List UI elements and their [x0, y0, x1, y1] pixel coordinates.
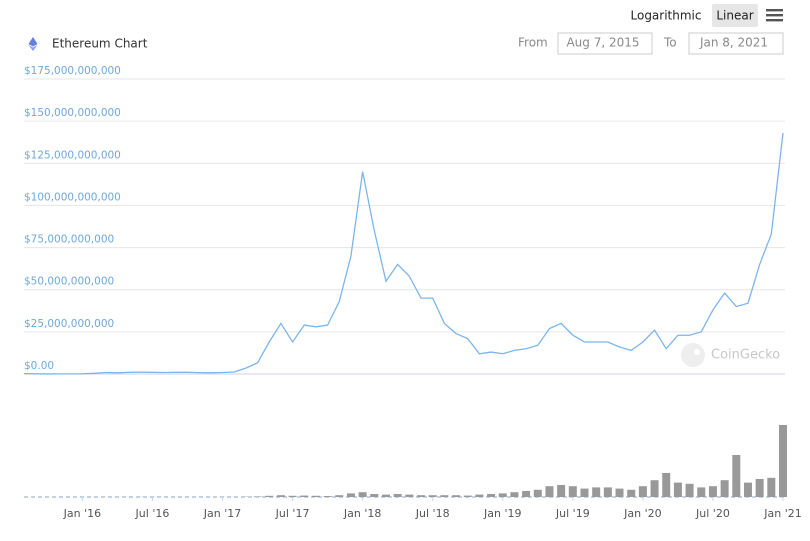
from-label: From — [518, 36, 548, 50]
menu-icon[interactable] — [766, 9, 783, 22]
volume-bar — [288, 495, 297, 497]
scale-switch: Logarithmic Linear — [631, 4, 758, 27]
x-tick-label: Jan '21 — [763, 507, 801, 520]
volume-bar — [708, 486, 717, 497]
chart-title: Ethereum Chart — [52, 37, 148, 51]
scale-button[interactable]: Logarithmic — [631, 9, 702, 23]
volume-bar — [545, 486, 554, 497]
volume-bar — [311, 495, 320, 497]
x-tick-label: Jan '17 — [203, 507, 241, 520]
volume-bar — [685, 483, 694, 497]
volume-bar — [557, 485, 566, 497]
volume-bar — [265, 495, 274, 497]
eth-icon — [28, 37, 38, 51]
watermark-text: CoinGecko — [711, 348, 780, 363]
volume-bar — [346, 493, 355, 497]
y-tick-label: $0.00 — [24, 360, 54, 372]
y-tick-label: $125,000,000,000 — [24, 149, 121, 161]
x-tick-label: Jul '20 — [695, 507, 730, 520]
volume-bar — [743, 482, 752, 497]
volume-bar — [452, 495, 461, 497]
volume-bar — [393, 494, 402, 497]
volume-bar — [253, 496, 262, 497]
volume-bar — [767, 477, 776, 497]
volume-bar — [276, 495, 285, 497]
volume-bar — [732, 455, 741, 497]
volume-bar — [323, 496, 332, 497]
price-line — [23, 132, 784, 375]
watermark: CoinGecko — [681, 343, 780, 367]
volume-bar — [498, 493, 507, 497]
volume-bar — [615, 488, 624, 497]
from-date[interactable]: Aug 7, 2015 — [566, 36, 639, 50]
y-tick-label: $50,000,000,000 — [24, 276, 114, 288]
to-date[interactable]: Jan 8, 2021 — [699, 36, 768, 50]
y-tick-label: $25,000,000,000 — [24, 318, 114, 330]
volume-bar — [522, 491, 531, 497]
to-label: To — [663, 36, 677, 50]
scale-button-bg — [712, 4, 758, 27]
volume-bar — [755, 479, 764, 497]
from-input[interactable] — [557, 32, 653, 55]
volume-bar — [627, 489, 636, 497]
y-tick-label: $75,000,000,000 — [24, 234, 114, 246]
x-tick-label: Jan '19 — [483, 507, 521, 520]
x-tick-label: Jan '20 — [623, 507, 661, 520]
volume-bar — [673, 482, 682, 497]
volume-bar — [335, 495, 344, 497]
y-tick-label: $150,000,000,000 — [24, 107, 121, 119]
x-tick-label: Jul '19 — [555, 507, 590, 520]
volume-bar — [568, 486, 577, 497]
volume-bar — [370, 494, 379, 497]
volume-bar — [381, 494, 390, 497]
volume-bar — [440, 495, 449, 497]
x-tick-label: Jan '16 — [63, 507, 101, 520]
volume-bar — [463, 495, 472, 497]
scale-button[interactable]: Linear — [716, 9, 753, 23]
volume-bar — [417, 495, 426, 497]
volume-bar — [487, 494, 496, 497]
volume-bar — [592, 487, 601, 497]
volume-bar — [580, 488, 589, 497]
volume-bar — [603, 487, 612, 497]
x-tick-label: Jul '17 — [275, 507, 310, 520]
y-tick-label: $100,000,000,000 — [24, 191, 121, 203]
volume-bar — [650, 480, 659, 497]
volume-bar — [428, 495, 437, 497]
x-tick-label: Jan '18 — [343, 507, 381, 520]
y-tick-label: $175,000,000,000 — [24, 65, 121, 77]
volume-bar — [662, 473, 671, 497]
volume-bar — [697, 487, 706, 497]
x-tick-label: Jul '18 — [415, 507, 450, 520]
volume-bar — [720, 480, 729, 497]
volume-bar — [510, 492, 519, 497]
to-input[interactable] — [688, 32, 784, 55]
x-tick-label: Jul '16 — [135, 507, 170, 520]
volume-bar — [475, 494, 484, 497]
volume-bar — [358, 492, 367, 497]
volume-bar — [779, 425, 787, 497]
volume-bar — [638, 486, 647, 497]
volume-bar — [533, 489, 542, 497]
volume-bar — [300, 495, 309, 497]
volume-bar — [405, 494, 414, 497]
